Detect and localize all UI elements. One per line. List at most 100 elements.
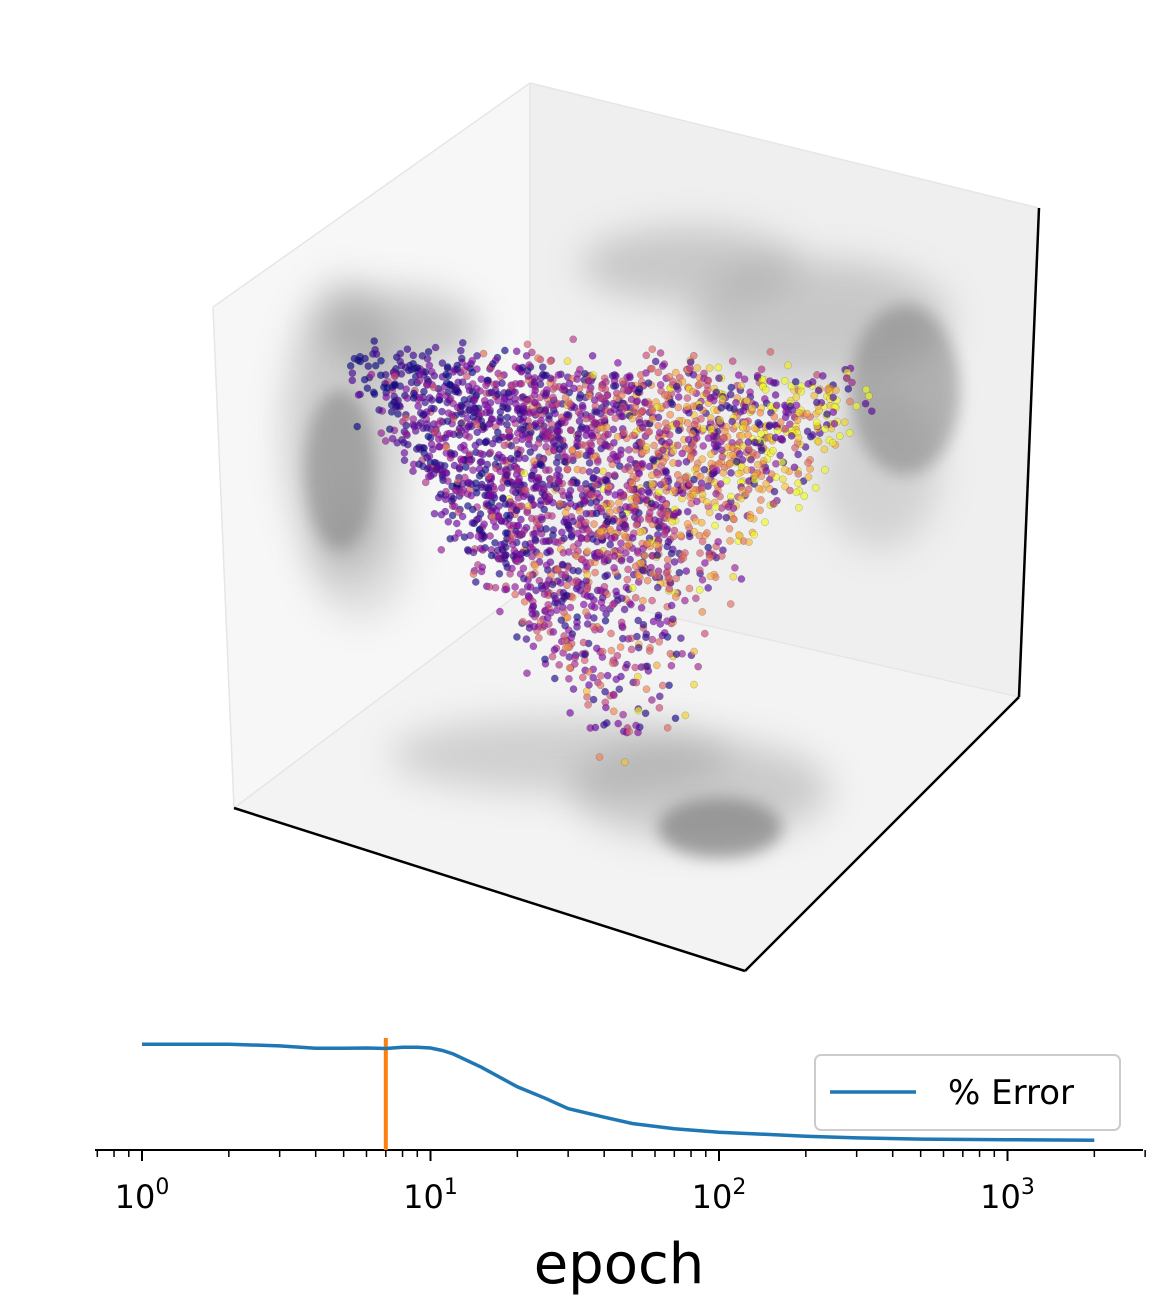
scatter-point <box>770 487 779 496</box>
scatter-point <box>603 571 612 580</box>
scatter-point <box>619 491 628 499</box>
scatter-point <box>823 410 831 418</box>
scatter-point <box>648 407 657 415</box>
scatter-point <box>465 457 474 466</box>
scatter-point <box>658 495 667 504</box>
scatter-point <box>730 405 738 414</box>
scatter-point <box>635 723 644 731</box>
scatter-point <box>679 489 687 498</box>
scatter-point <box>449 495 457 503</box>
scatter-point <box>544 600 553 609</box>
scatter-point <box>498 379 506 388</box>
scatter-point <box>583 584 592 593</box>
scatter-point <box>400 438 408 447</box>
scatter-point <box>530 529 539 538</box>
scatter-point <box>569 566 577 575</box>
scatter-point <box>500 441 509 450</box>
scatter-point <box>534 354 542 362</box>
scatter-point <box>584 700 592 709</box>
scatter-point <box>692 464 701 473</box>
scatter-point <box>436 490 445 499</box>
scatter-point <box>606 500 615 508</box>
scatter-point <box>584 527 593 535</box>
scatter-point <box>505 521 514 529</box>
scatter-point <box>596 586 605 595</box>
scatter-point <box>633 397 642 405</box>
scatter-point <box>634 616 643 625</box>
scatter-point <box>620 605 629 614</box>
scatter-point <box>437 545 446 554</box>
scatter-point <box>497 540 505 549</box>
scatter-point <box>618 405 627 414</box>
scatter-point <box>428 445 437 454</box>
scatter-point <box>621 521 629 529</box>
scatter-point <box>576 365 584 374</box>
scatter-point <box>435 392 444 401</box>
scatter-point <box>495 435 503 444</box>
scatter-point <box>648 596 656 605</box>
scatter-point <box>596 394 605 403</box>
scatter-point <box>648 551 657 560</box>
scatter-point <box>628 414 637 423</box>
scatter-point <box>689 351 698 360</box>
scatter-point <box>443 363 452 371</box>
scatter-point <box>716 480 725 488</box>
scatter-point <box>524 372 533 381</box>
scatter-point <box>527 474 536 483</box>
scatter-point <box>599 467 607 476</box>
scatter-point <box>744 431 752 439</box>
scatter-point <box>631 663 640 672</box>
scatter-point <box>660 477 669 486</box>
legend: % Error <box>814 1054 1121 1131</box>
scatter-point <box>513 429 522 438</box>
scatter-point <box>402 413 410 422</box>
scatter-point <box>663 723 672 732</box>
scatter-point <box>561 393 570 402</box>
scatter-point <box>446 534 455 543</box>
scatter-point <box>569 335 578 344</box>
scatter-point <box>448 511 457 520</box>
scatter-point <box>762 467 771 475</box>
scatter-point <box>477 409 486 418</box>
scatter-point <box>550 674 559 683</box>
scatter-point <box>589 695 598 704</box>
scatter-point <box>585 459 594 467</box>
scatter-point <box>821 424 829 433</box>
scatter-point <box>524 502 533 511</box>
scatter-point <box>600 555 609 564</box>
x-axis-label: epoch <box>534 1232 705 1297</box>
scatter-point <box>383 384 392 392</box>
scatter-point <box>803 409 811 418</box>
scatter-point <box>842 374 851 382</box>
scatter-point <box>552 484 561 492</box>
scatter-point <box>610 471 619 479</box>
scatter-point <box>559 561 567 569</box>
scatter-point <box>726 390 735 399</box>
scatter-point <box>604 482 613 491</box>
scatter-point <box>409 460 418 469</box>
scatter-point <box>415 370 424 379</box>
scatter-point <box>718 446 726 455</box>
scatter-point <box>663 424 672 432</box>
scatter-point <box>507 454 515 463</box>
scatter-point <box>637 603 646 612</box>
scatter-point <box>560 457 569 466</box>
scatter-point <box>693 364 702 372</box>
scatter-point <box>642 685 651 694</box>
scatter-point <box>517 530 526 539</box>
scatter-point <box>649 456 658 465</box>
scatter-point <box>414 402 423 410</box>
scatter-point <box>824 385 832 394</box>
scatter-point <box>409 415 418 423</box>
scatter-point <box>474 532 483 541</box>
pane-edge <box>212 82 531 308</box>
scatter-point <box>735 531 743 539</box>
scatter-point <box>683 520 692 528</box>
scatter-point <box>865 392 873 400</box>
scatter-point <box>698 608 707 616</box>
scatter-point <box>686 453 695 461</box>
scatter-point <box>530 378 539 386</box>
scatter-point <box>753 460 762 469</box>
scatter-point <box>348 369 357 378</box>
scatter-point <box>755 484 763 493</box>
